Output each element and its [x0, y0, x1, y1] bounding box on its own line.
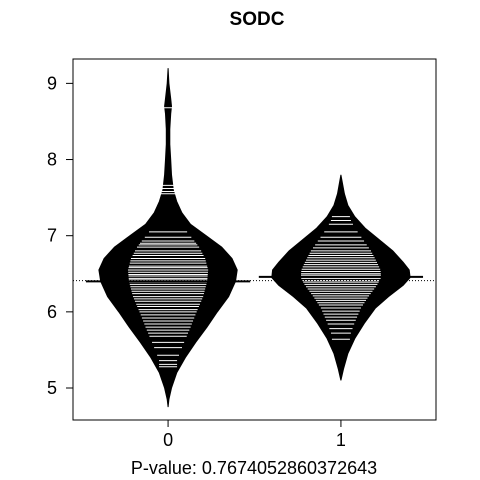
mean-lines-layer — [73, 275, 436, 283]
y-tick-label: 8 — [47, 150, 57, 170]
y-tick-label: 9 — [47, 73, 57, 93]
y-axis: 5 6 7 8 9 — [47, 73, 73, 398]
y-tick-label: 5 — [47, 378, 57, 398]
x-tick-label: 0 — [163, 430, 173, 450]
beans-layer — [98, 68, 411, 408]
y-tick-label: 6 — [47, 302, 57, 322]
x-axis-label: P-value: 0.7674052860372643 — [131, 458, 377, 478]
y-tick-label: 7 — [47, 226, 57, 246]
chart-title: SODC — [230, 9, 285, 30]
x-tick-label: 1 — [336, 430, 346, 450]
plot-frame — [72, 58, 437, 421]
bean-0 — [98, 68, 238, 408]
